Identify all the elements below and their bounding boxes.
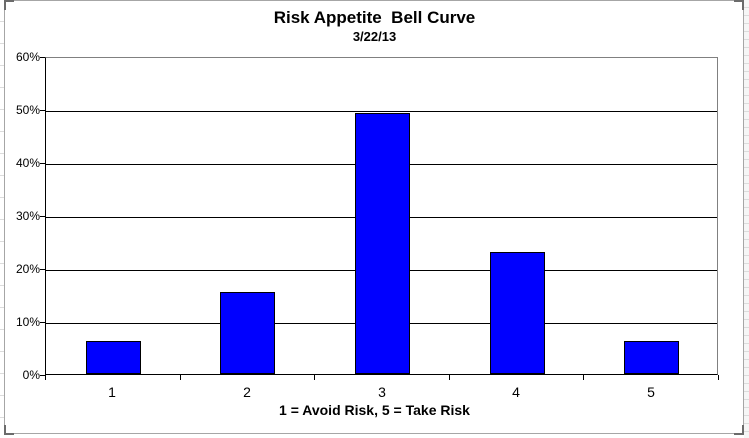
y-axis-label: 0% xyxy=(22,368,40,382)
worksheet-edge-left xyxy=(0,0,4,438)
y-axis-tick xyxy=(40,375,45,376)
y-axis-label: 30% xyxy=(15,209,40,223)
x-axis-title: 1 = Avoid Risk, 5 = Take Risk xyxy=(279,402,470,418)
x-category-label-5: 5 xyxy=(647,384,655,400)
y-axis-tick xyxy=(40,269,45,270)
x-category-label-3: 3 xyxy=(378,384,386,400)
y-axis-label: 10% xyxy=(15,315,40,329)
y-axis-tick xyxy=(40,57,45,58)
bar-category-3[interactable] xyxy=(355,113,410,374)
x-axis-tick xyxy=(314,375,315,380)
y-axis-label: 60% xyxy=(15,50,40,64)
x-axis-tick xyxy=(180,375,181,380)
worksheet-edge-right xyxy=(744,0,749,438)
bar-category-5[interactable] xyxy=(624,341,679,374)
x-axis-tick xyxy=(449,375,450,380)
x-category-label-4: 4 xyxy=(512,384,520,400)
selection-corner-mark xyxy=(734,425,744,435)
selection-corner-mark xyxy=(4,0,14,10)
x-category-label-2: 2 xyxy=(243,384,251,400)
y-axis-tick xyxy=(40,322,45,323)
y-axis-label: 50% xyxy=(15,103,40,117)
y-axis-label: 20% xyxy=(15,262,40,276)
selection-corner-mark xyxy=(734,0,744,10)
bar-category-1[interactable] xyxy=(86,341,141,374)
chart-title: Risk Appetite Bell Curve xyxy=(273,8,476,27)
y-axis-label: 40% xyxy=(15,156,40,170)
x-axis-tick xyxy=(718,375,719,380)
bar-category-2[interactable] xyxy=(220,292,275,374)
y-axis-tick xyxy=(40,163,45,164)
gridline-50pct xyxy=(46,111,717,112)
y-axis-tick xyxy=(40,216,45,217)
selection-corner-mark xyxy=(4,425,14,435)
x-axis-tick xyxy=(583,375,584,380)
x-category-label-1: 1 xyxy=(108,384,116,400)
plot-area xyxy=(45,57,718,375)
x-axis-tick xyxy=(45,375,46,380)
y-axis-tick xyxy=(40,110,45,111)
bar-category-4[interactable] xyxy=(490,252,545,374)
chart-subtitle: 3/22/13 xyxy=(352,29,397,44)
